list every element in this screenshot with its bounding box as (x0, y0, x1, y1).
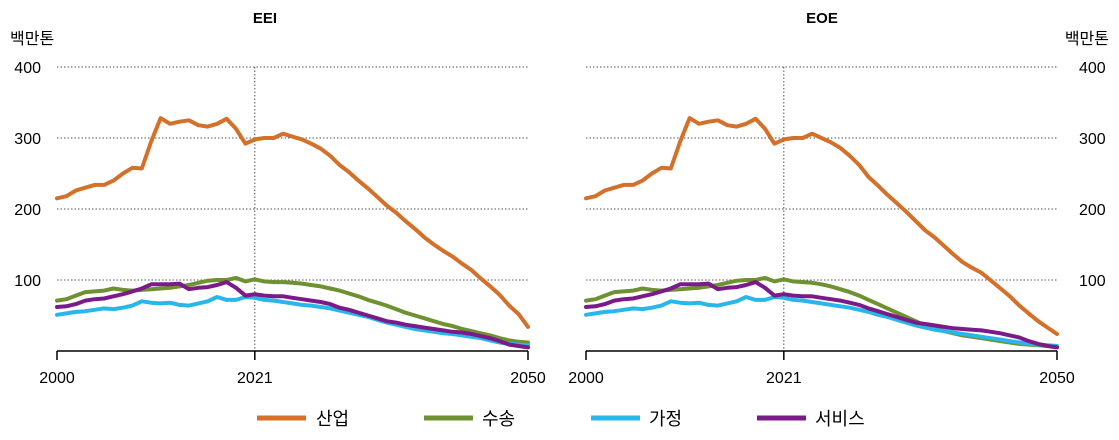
x-tick-label: 2050 (1039, 370, 1075, 387)
y-tick-label: 200 (1079, 202, 1106, 219)
x-tick-label: 2021 (766, 370, 802, 387)
panel-eoe: EOE 백만톤 100 200 300 400 2000 2021 2050 (568, 10, 1109, 387)
y-tick-label: 100 (14, 273, 41, 290)
y-axis-unit-label: 백만톤 (1065, 30, 1109, 48)
x-tick-label: 2000 (39, 370, 75, 387)
y-tick-label: 300 (1079, 131, 1106, 148)
plot-area: 100 200 300 400 2000 2021 2050 (568, 60, 1106, 387)
series-line (55, 116, 530, 329)
y-tick-label: 100 (1079, 273, 1106, 290)
legend-item-services: 서비스 (757, 409, 865, 429)
legend-label: 산업 (316, 409, 349, 429)
y-tick-label: 200 (14, 202, 41, 219)
legend-label: 서비스 (815, 409, 865, 429)
series-line (55, 280, 530, 350)
y-tick-label: 300 (14, 131, 41, 148)
panel-title: EOE (806, 10, 838, 27)
legend-item-household: 가정 (591, 409, 682, 429)
y-tick-label: 400 (14, 60, 41, 77)
legend-item-industry: 산업 (257, 409, 349, 429)
legend-item-transport: 수송 (424, 409, 515, 429)
series-line (584, 116, 1059, 336)
legend-label: 가정 (649, 409, 682, 429)
series-line (55, 295, 530, 348)
legend-label: 수송 (482, 409, 515, 429)
x-tick-label: 2000 (568, 370, 604, 387)
panel-title: EEI (253, 10, 277, 27)
series-line (584, 280, 1059, 350)
x-tick-label: 2050 (510, 370, 546, 387)
series-line (584, 295, 1059, 348)
y-tick-label: 400 (1079, 60, 1106, 77)
y-axis-unit-label: 백만톤 (10, 30, 54, 48)
x-tick-label: 2021 (237, 370, 273, 387)
plot-area: 100 200 300 400 2000 2021 2050 (14, 60, 546, 387)
legend: 산업 수송 가정 서비스 (257, 409, 865, 429)
panel-eei: EEI 백만톤 100 200 300 400 2000 2021 2050 (10, 10, 546, 387)
